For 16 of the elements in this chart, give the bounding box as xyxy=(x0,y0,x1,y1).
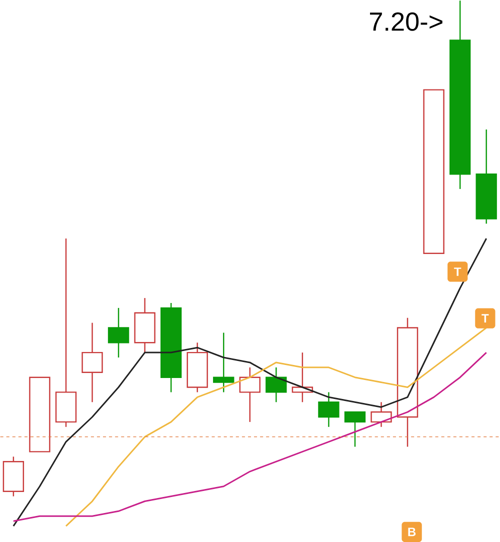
candlestick xyxy=(476,128,498,224)
candlestick xyxy=(266,366,287,403)
candlestick xyxy=(318,392,340,428)
candlestick xyxy=(450,0,471,190)
annotation: 7.20-> xyxy=(370,12,442,31)
annotation: T xyxy=(482,314,489,322)
candlestick xyxy=(397,317,418,448)
candlestick xyxy=(82,322,103,403)
candlestick xyxy=(108,307,130,358)
annotation: T xyxy=(454,268,462,276)
candlestick xyxy=(186,342,208,393)
text: B xyxy=(408,528,416,536)
candlestick xyxy=(239,366,261,423)
candlestick xyxy=(370,402,392,428)
candlestick xyxy=(213,332,234,393)
candlestick xyxy=(134,297,156,354)
